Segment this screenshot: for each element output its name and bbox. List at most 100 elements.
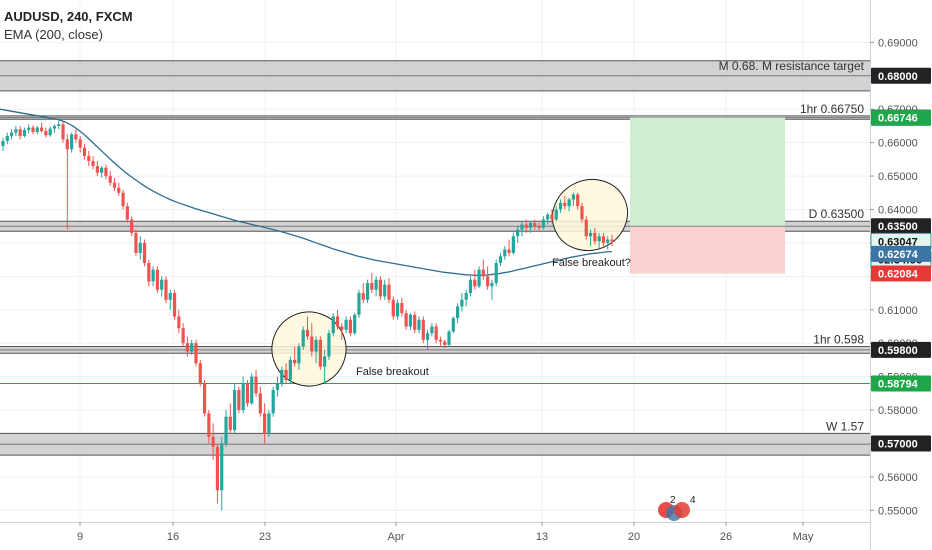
x-tick-label-5: 20 [628,531,640,543]
candle-body-108 [464,293,468,300]
candle-body-57 [245,383,250,404]
candle-body-22 [95,166,99,173]
candle-body-100 [430,326,434,334]
candle-body-41 [177,316,181,329]
price-tags: 0.680000.667500.667460.635000.635000.630… [870,67,932,452]
candle-body-79 [340,326,344,330]
candlestick-series [1,120,614,511]
candle-body-130 [558,202,563,210]
candle-body-126 [541,219,545,228]
price-tag-8: 0.62084 [878,269,919,281]
candle-body-82 [353,314,357,334]
candle-body-142 [610,239,614,242]
candle-body-60 [258,393,262,414]
candle-body-140 [601,236,606,243]
stop-loss-area [630,226,785,274]
candle-body-123 [528,222,533,228]
time-axis[interactable]: 9 16 23 Apr 13 20 26 May [0,522,870,550]
candle-body-19 [82,147,87,157]
candle-body-17 [74,134,78,140]
svg-text:2: 2 [670,495,676,506]
candle-body-103 [443,341,447,345]
candle-body-102 [438,339,443,342]
symbol-title[interactable]: AUDUSD, 240, FXCM [4,9,133,24]
candle-body-93 [400,303,404,314]
candle-body-20 [87,156,91,162]
candle-body-11 [48,128,52,136]
y-tick-label-13: 0.56000 [878,472,918,484]
candle-body-62 [267,413,271,434]
candle-body-101 [434,326,438,340]
price-tag-bg-10 [871,375,931,392]
y-tick-label-5: 0.64000 [878,204,918,216]
price-tag-bg-0 [871,67,931,84]
candle-body-45 [194,343,198,364]
candle-body-110 [473,279,477,287]
candle-body-137 [588,232,593,237]
candle-body-122 [524,224,528,228]
candle-body-114 [490,283,494,287]
candle-body-111 [477,269,481,287]
x-tick-label-0: 9 [77,531,83,543]
candle-body-44 [190,343,194,352]
earnings-event-icon[interactable]: 2 4 [658,495,696,521]
candle-body-42 [181,328,185,344]
candle-body-63 [271,389,275,414]
candle-body-7 [31,127,35,132]
candle-body-24 [104,167,108,177]
candle-body-124 [533,222,537,227]
candle-body-90 [387,284,391,300]
price-tag-bg-2 [871,109,931,126]
candle-body-2 [9,132,14,136]
y-tick-label-4: 0.65000 [878,171,918,183]
candle-body-115 [494,262,498,284]
false-breakout-ellipse-2[interactable] [541,167,639,263]
candle-body-109 [468,279,473,294]
candle-body-74 [318,339,322,367]
x-tick-label-3: Apr [387,531,404,543]
candle-body-136 [584,219,588,237]
candle-body-23 [100,167,104,173]
candle-body-113 [486,276,490,287]
candle-body-107 [460,299,464,307]
long-position-tool[interactable] [630,117,785,274]
price-tag-bg-9 [871,341,931,358]
y-tick-label-0: 0.69000 [878,37,918,49]
candle-body-97 [417,319,421,330]
price-tag-9: 0.59800 [878,345,918,357]
candle-body-68 [293,359,297,364]
zone-labels: M 0.68. M resistance target 1hr 0.66750 D … [719,59,865,434]
candle-body-106 [456,306,460,319]
candle-body-10 [44,130,48,136]
candle-body-75 [323,356,327,367]
candle-body-128 [550,214,554,220]
candle-body-61 [263,413,267,434]
candle-body-21 [91,161,95,167]
x-tick-label-7: May [793,531,814,543]
candle-body-16 [70,134,74,150]
price-tag-5: 0.63047 [878,236,918,248]
annotation-ellipses[interactable] [260,167,639,398]
candle-body-26 [112,182,117,188]
candle-body-36 [155,269,159,290]
y-tick-label-3: 0.66000 [878,138,918,150]
candle-body-5 [22,129,27,136]
zone-label-1: 1hr 0.66750 [800,102,864,116]
y-tick-label-11: 0.58000 [878,405,918,417]
price-tag-0: 0.68000 [878,71,918,83]
candle-body-119 [511,236,515,253]
candle-body-39 [168,293,172,300]
x-tick-label-4: 13 [536,531,548,543]
indicator-title[interactable]: EMA (200, close) [4,27,103,42]
candle-body-52 [224,416,228,444]
candle-body-86 [370,283,374,290]
candle-body-117 [503,249,507,257]
candle-body-43 [185,343,190,352]
chart-legend: AUDUSD, 240, FXCM EMA (200, close) [4,8,133,44]
zone-label-4: W 1.57 [826,419,864,433]
candle-body-80 [344,319,348,330]
candle-body-33 [142,242,147,263]
candle-body-81 [348,319,352,334]
price-tag-bg-11 [871,435,931,452]
